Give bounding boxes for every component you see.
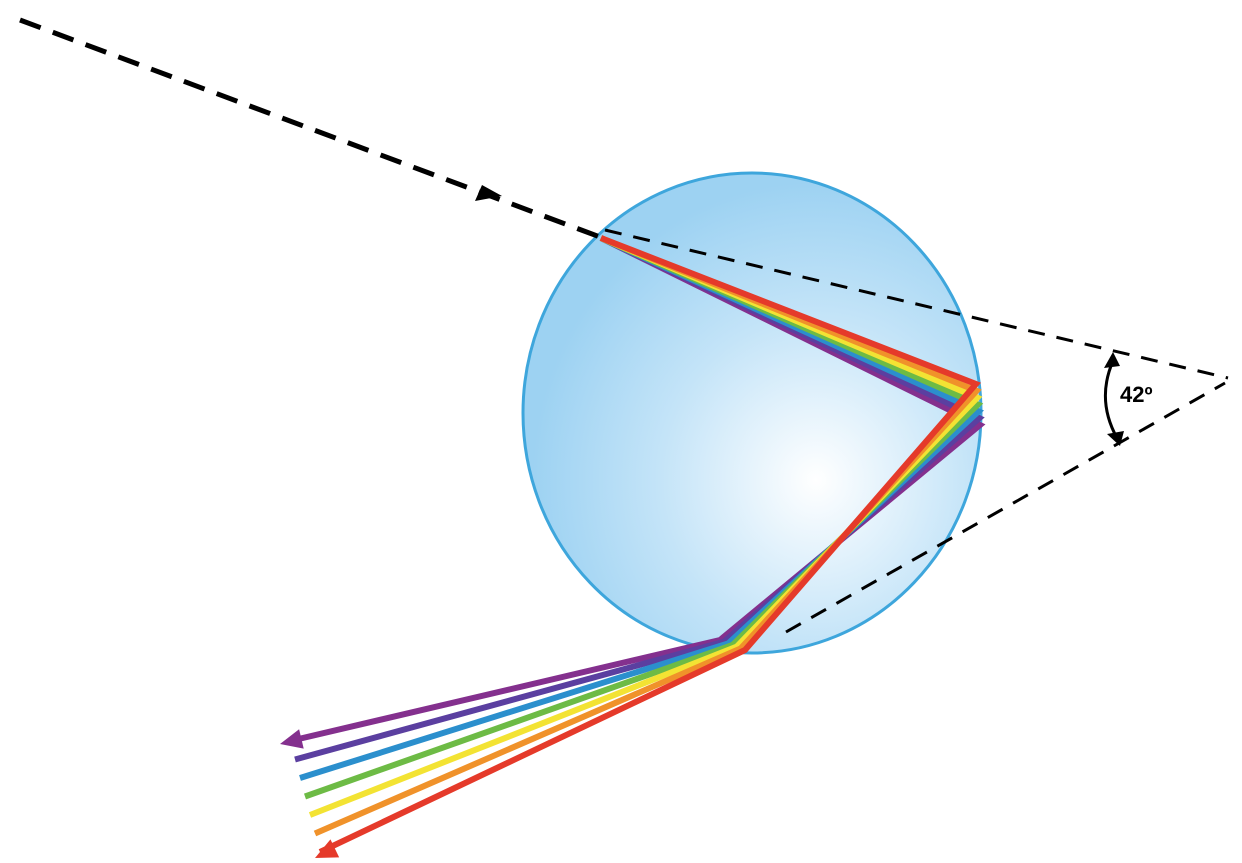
incident-ray-arrowhead xyxy=(475,185,502,201)
water-droplet xyxy=(521,171,983,655)
spectrum-bands xyxy=(289,235,986,855)
incident-extension-line xyxy=(604,228,1229,380)
angle-arc-arrowhead-top xyxy=(1104,352,1120,368)
angle-arc-arrowhead-bottom xyxy=(1107,431,1124,446)
angle-label: 42º xyxy=(1120,382,1153,407)
incident-light-ray xyxy=(19,17,601,240)
exit-extension-line xyxy=(785,381,1226,634)
violet-exit-arrowhead xyxy=(280,729,304,749)
spectrum-band-red xyxy=(318,235,982,855)
red-exit-arrowhead xyxy=(315,839,340,858)
angle-arc xyxy=(1103,360,1119,439)
exit-arrowheads xyxy=(280,729,340,858)
